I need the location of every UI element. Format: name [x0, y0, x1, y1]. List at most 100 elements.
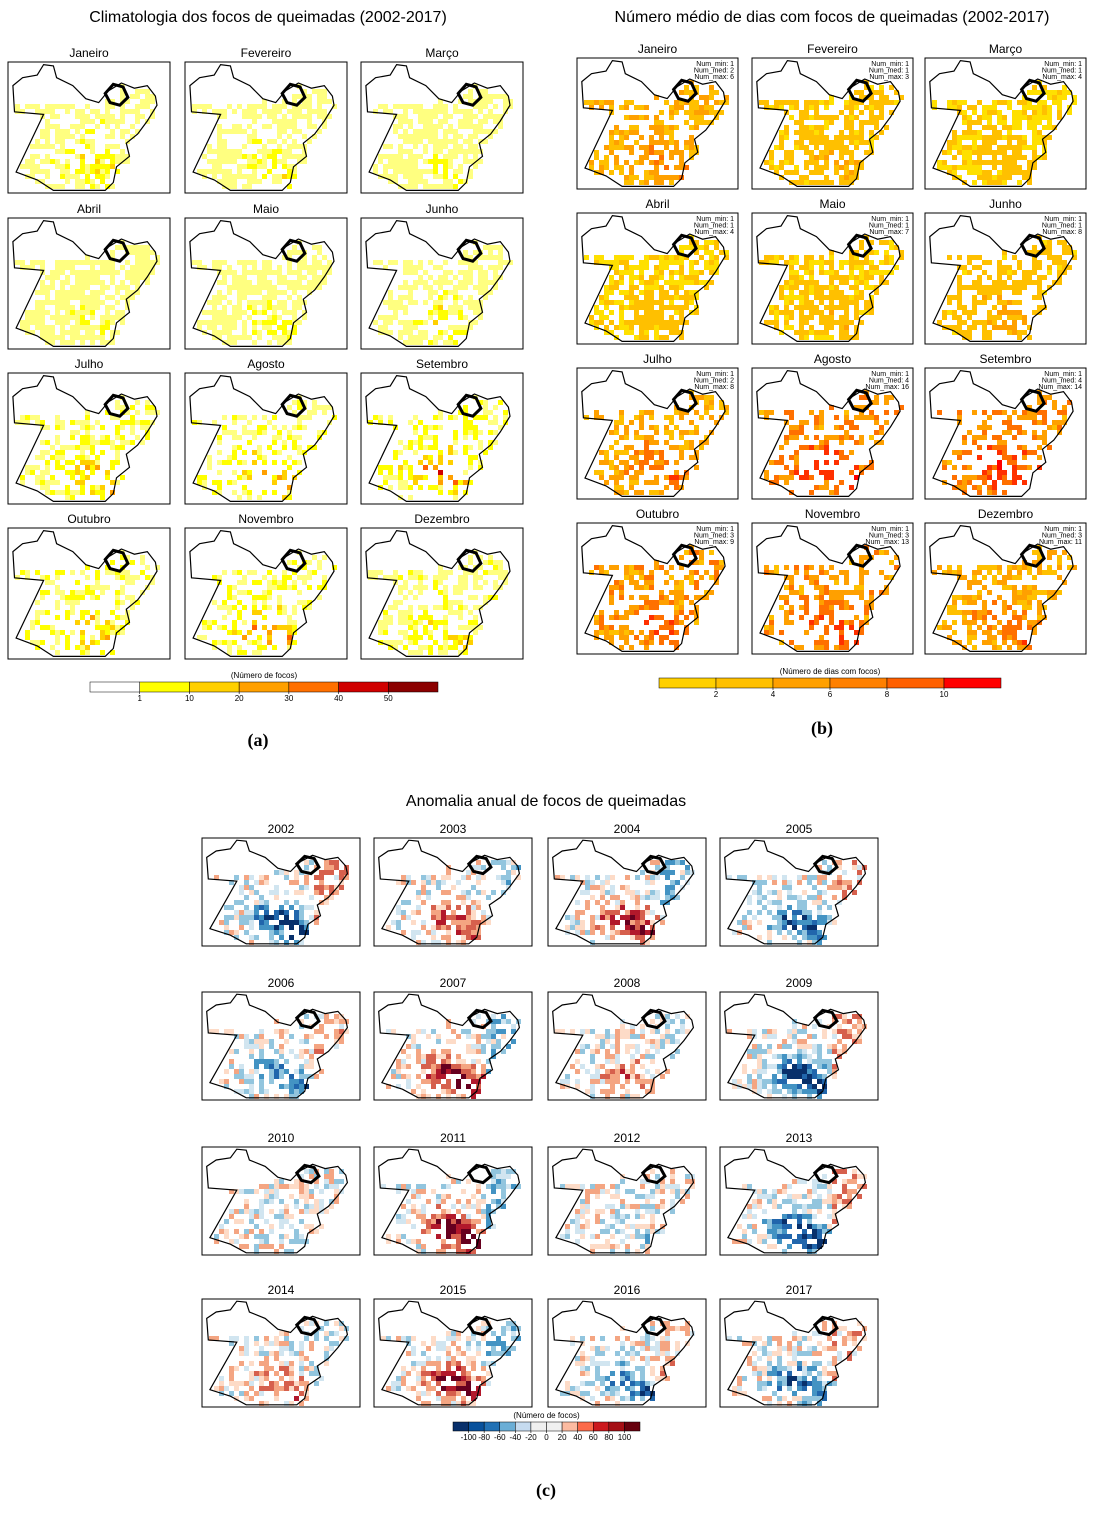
map-cell — [478, 109, 483, 114]
map-cell — [403, 595, 408, 600]
map-cell — [1012, 110, 1017, 115]
map-cell — [55, 450, 60, 455]
map-cell — [644, 435, 649, 440]
map-cell — [45, 144, 50, 149]
map-cell — [25, 164, 30, 169]
map-cell — [634, 265, 639, 270]
map-cell — [217, 134, 222, 139]
map-cell — [639, 465, 644, 470]
map-cell — [292, 290, 297, 295]
map-cell — [982, 475, 987, 480]
map-cell — [649, 480, 654, 485]
map-cell — [292, 154, 297, 159]
map-cell — [694, 310, 699, 315]
map-cell — [619, 320, 624, 325]
map-cell — [473, 154, 478, 159]
map-cell — [125, 260, 130, 265]
map-cell — [65, 445, 70, 450]
map-cell — [252, 320, 257, 325]
map-cell — [488, 94, 493, 99]
map-cell — [458, 600, 463, 605]
map-cell — [282, 585, 287, 590]
map-cell — [45, 325, 50, 330]
map-cell — [649, 305, 654, 310]
map-cell — [982, 300, 987, 305]
map-cell — [60, 144, 65, 149]
map-cell — [624, 445, 629, 450]
map-cell — [55, 585, 60, 590]
map-cell — [202, 169, 207, 174]
map-cell — [378, 570, 383, 575]
map-cell — [388, 174, 393, 179]
map-cell — [252, 305, 257, 310]
map-cell — [849, 260, 854, 265]
map-cell — [403, 485, 408, 490]
map-cell — [967, 270, 972, 275]
map-cell — [1037, 135, 1042, 140]
map-cell — [483, 405, 488, 410]
map-cell — [1002, 325, 1007, 330]
map-cell — [709, 550, 714, 555]
map-cell — [418, 275, 423, 280]
map-cell — [418, 134, 423, 139]
map-cell — [297, 144, 302, 149]
map-cell — [1017, 465, 1022, 470]
map-cell — [272, 330, 277, 335]
map-cell — [433, 440, 438, 445]
map-cell — [819, 645, 824, 650]
map-cell — [120, 475, 125, 480]
map-cell — [413, 440, 418, 445]
map-cell — [1052, 420, 1057, 425]
map-cell — [135, 575, 140, 580]
map-cell — [879, 110, 884, 115]
map-cell — [408, 420, 413, 425]
map-cell — [814, 280, 819, 285]
map-cell — [418, 109, 423, 114]
map-cell — [85, 575, 90, 580]
map-cell — [844, 120, 849, 125]
map-cell — [242, 580, 247, 585]
map-cell — [125, 440, 130, 445]
map-cell — [413, 335, 418, 340]
map-cell — [659, 275, 664, 280]
map-cell — [664, 175, 669, 180]
map-cell — [312, 410, 317, 415]
map-cell — [644, 410, 649, 415]
map-cell — [468, 139, 473, 144]
map-cell — [614, 145, 619, 150]
map-cell — [829, 335, 834, 340]
map-cell — [794, 565, 799, 570]
map-cell — [879, 275, 884, 280]
map-cell — [428, 275, 433, 280]
map-cell — [799, 110, 804, 115]
map-cell — [292, 94, 297, 99]
map-cell — [418, 154, 423, 159]
map-cell — [453, 640, 458, 645]
map-cell — [824, 285, 829, 290]
map-cell — [659, 615, 664, 620]
map-cell — [70, 305, 75, 310]
map-cell — [634, 305, 639, 310]
map-cell — [864, 610, 869, 615]
map-cell — [634, 585, 639, 590]
map-cell — [398, 475, 403, 480]
map-cell — [95, 490, 100, 495]
map-cell — [714, 565, 719, 570]
map-cell — [100, 330, 105, 335]
map-cell — [443, 275, 448, 280]
map-cell — [814, 645, 819, 650]
map-cell — [819, 140, 824, 145]
map-cell — [679, 620, 684, 625]
map-cell — [624, 490, 629, 495]
map-cell — [1057, 565, 1062, 570]
map-cell — [100, 440, 105, 445]
map-cell — [794, 260, 799, 265]
map-cell — [297, 445, 302, 450]
map-cell — [654, 150, 659, 155]
map-cell — [774, 310, 779, 315]
map-cell — [217, 315, 222, 320]
map-cell — [237, 600, 242, 605]
map-cell — [227, 290, 232, 295]
map-cell — [844, 435, 849, 440]
map-cell — [40, 575, 45, 580]
